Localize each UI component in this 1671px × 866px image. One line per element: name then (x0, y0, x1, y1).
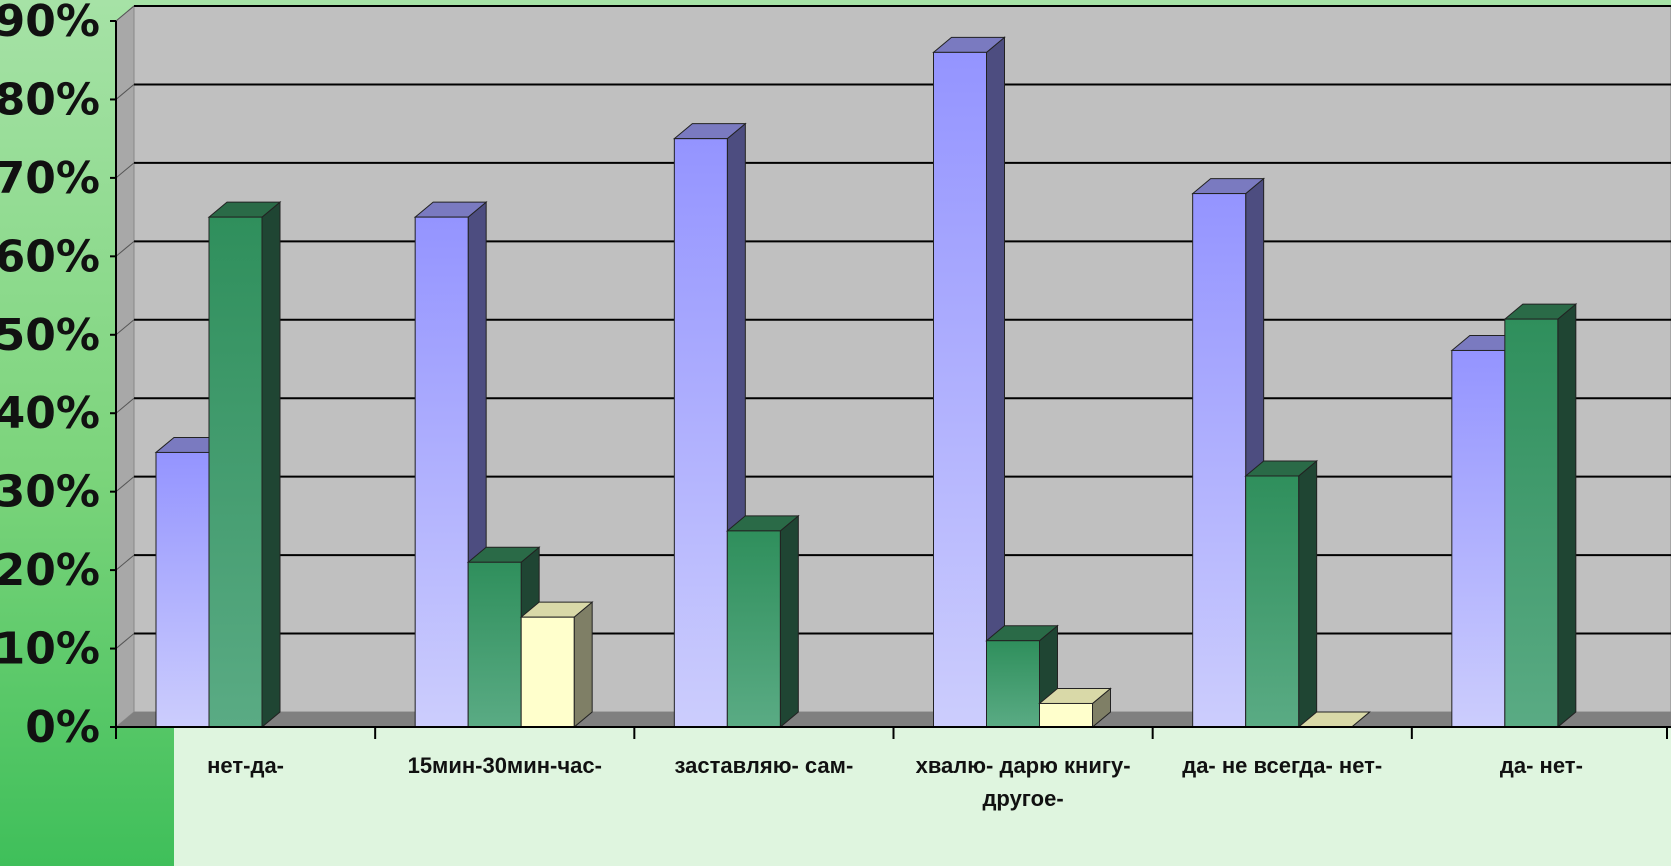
bar-side (1298, 459, 1318, 729)
y-tick-label: 10% (0, 624, 100, 675)
y-tick-label: 40% (0, 388, 100, 439)
x-tick-label: 15мин-30мин-час- (408, 753, 602, 778)
x-tick-label: да- не всегда- нет- (1182, 753, 1382, 778)
bar-side (573, 601, 593, 729)
bar-blue (932, 36, 1006, 729)
bar-side (1557, 303, 1577, 729)
y-tick-label: 60% (0, 231, 100, 282)
bar-front (1245, 475, 1300, 728)
bar-front (155, 451, 210, 728)
bar-green (725, 514, 800, 729)
y-tick-label: 70% (0, 153, 100, 204)
y-tick-label: 20% (0, 545, 100, 596)
bar-front (467, 561, 522, 728)
x-label-band (174, 727, 1671, 866)
gridline-side (115, 476, 135, 493)
gridline-side (115, 162, 135, 179)
gridline-side (115, 240, 135, 257)
bar-front (933, 51, 987, 728)
plot-side-wall (115, 4, 135, 729)
gridline-side (115, 319, 135, 336)
bar-front (673, 138, 728, 728)
plot-floor (116, 712, 1671, 727)
x-tick-label: хвалю- дарю книгу- (916, 753, 1131, 778)
gridline-side (115, 5, 135, 22)
bar-front (208, 216, 263, 728)
y-tick-label: 50% (0, 310, 100, 361)
gridline-side (115, 554, 135, 571)
bar-green (1244, 459, 1319, 729)
gridline-side (115, 84, 135, 100)
gridline-side (115, 633, 135, 649)
bar-yellow (1038, 687, 1112, 729)
y-tick-label: 80% (0, 74, 100, 125)
bar-front (520, 616, 575, 728)
x-tick-label: другое- (982, 786, 1063, 811)
bar-yellow (519, 601, 594, 729)
y-tick-label: 90% (0, 0, 100, 47)
bar-front (1039, 702, 1093, 728)
gridline-side (115, 397, 135, 414)
x-tick-label: нет-да- (207, 753, 284, 778)
bar-front (1451, 349, 1506, 728)
bar-front (1504, 318, 1559, 728)
y-tick-label: 30% (0, 467, 100, 518)
bar-front (414, 216, 469, 728)
plot-wall (133, 5, 1671, 713)
x-tick-label: заставляю- сам- (675, 753, 854, 778)
bar-blue (413, 201, 488, 729)
bar-front (726, 530, 781, 728)
y-tick-label: 0% (25, 702, 100, 753)
bar-front (986, 640, 1040, 728)
bar-green (1503, 303, 1578, 729)
bar-side (986, 36, 1005, 729)
bar-side (261, 201, 281, 729)
bar-green (207, 201, 282, 729)
bar-front (1192, 193, 1247, 728)
bar-side (779, 514, 799, 729)
x-tick-label: да- нет- (1500, 753, 1583, 778)
